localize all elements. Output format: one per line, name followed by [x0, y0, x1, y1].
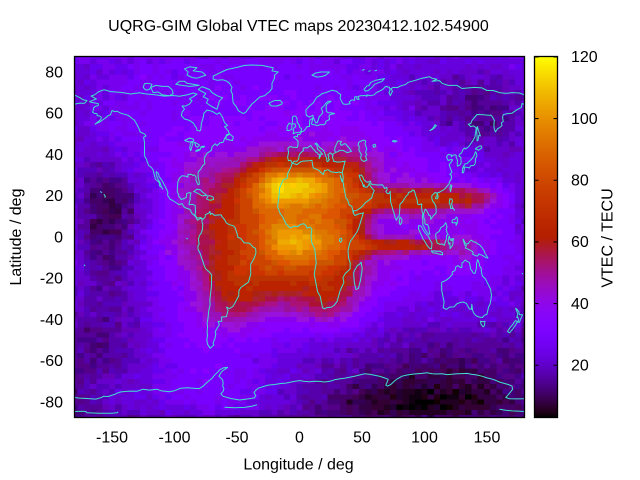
svg-text:-100: -100 [158, 430, 190, 447]
svg-text:80: 80 [571, 173, 589, 190]
svg-text:-80: -80 [40, 394, 63, 411]
svg-text:150: 150 [474, 430, 501, 447]
svg-text:100: 100 [411, 430, 438, 447]
svg-text:40: 40 [45, 147, 63, 164]
svg-text:-50: -50 [225, 430, 248, 447]
svg-text:-150: -150 [96, 430, 128, 447]
svg-text:UQRG-GIM Global VTEC maps 2023: UQRG-GIM Global VTEC maps 20230412.102.5… [108, 18, 489, 35]
svg-text:20: 20 [45, 188, 63, 205]
svg-text:60: 60 [571, 234, 589, 251]
svg-text:120: 120 [571, 49, 598, 66]
svg-text:40: 40 [571, 296, 589, 313]
svg-text:0: 0 [54, 229, 63, 246]
svg-text:-40: -40 [40, 312, 63, 329]
svg-text:100: 100 [571, 111, 598, 128]
svg-text:VTEC / TECU: VTEC / TECU [600, 188, 617, 287]
svg-text:80: 80 [45, 64, 63, 81]
svg-text:0: 0 [295, 430, 304, 447]
svg-text:20: 20 [571, 358, 589, 375]
svg-text:-20: -20 [40, 271, 63, 288]
svg-text:Longitude / deg: Longitude / deg [243, 457, 353, 474]
svg-text:60: 60 [45, 106, 63, 123]
svg-text:Latitude / deg: Latitude / deg [8, 189, 25, 286]
svg-text:-60: -60 [40, 353, 63, 370]
svg-text:50: 50 [353, 430, 371, 447]
